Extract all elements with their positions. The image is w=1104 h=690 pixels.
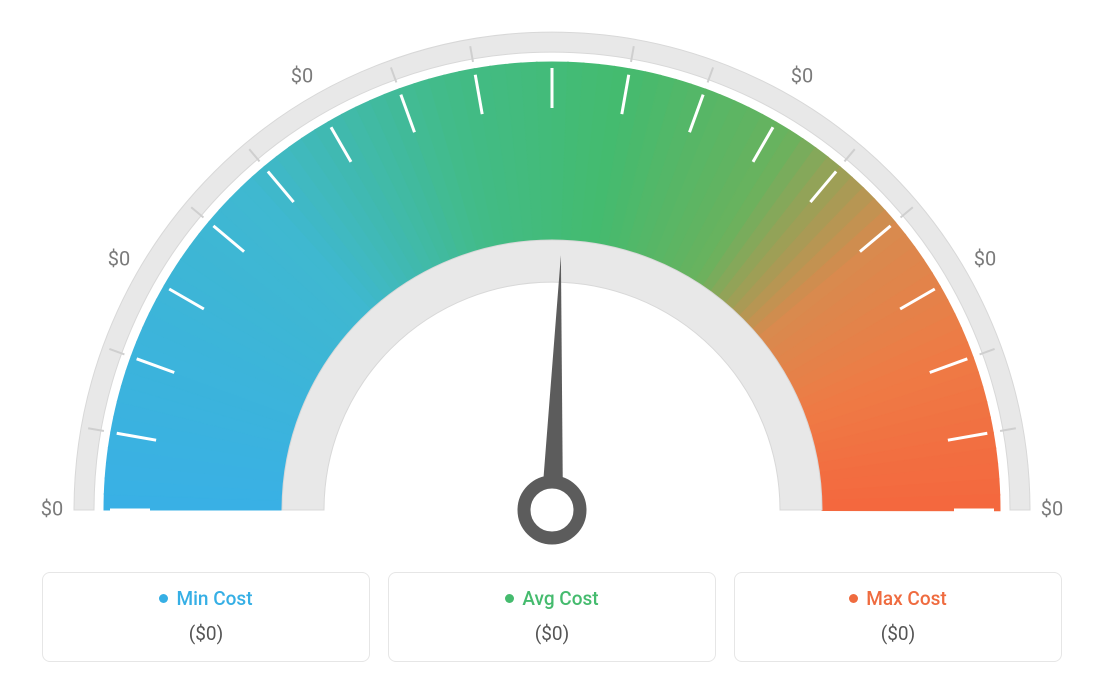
- gauge-needle-hub: [524, 482, 580, 538]
- legend-box-avg: Avg Cost ($0): [388, 572, 716, 662]
- legend-label-min: Min Cost: [176, 587, 252, 610]
- gauge-tick-label: $0: [1041, 496, 1063, 520]
- legend-box-min: Min Cost ($0): [42, 572, 370, 662]
- legend-value-min: ($0): [53, 622, 359, 645]
- gauge-tick-label: $0: [791, 63, 813, 87]
- legend-dot-avg: [505, 594, 514, 603]
- legend-dot-max: [849, 594, 858, 603]
- legend-value-avg: ($0): [399, 622, 705, 645]
- cost-gauge: $0$0$0$0$0$0$0: [20, 20, 1084, 550]
- gauge-needle: [541, 255, 563, 510]
- gauge-tick-label: $0: [41, 496, 63, 520]
- legend-value-max: ($0): [745, 622, 1051, 645]
- legend-dot-min: [159, 594, 168, 603]
- legend-label-max: Max Cost: [866, 587, 946, 610]
- legend-box-max: Max Cost ($0): [734, 572, 1062, 662]
- gauge-tick-label: $0: [974, 246, 996, 270]
- gauge-tick-label: $0: [108, 246, 130, 270]
- legend-row: Min Cost ($0) Avg Cost ($0) Max Cost ($0…: [20, 572, 1084, 662]
- legend-label-avg: Avg Cost: [522, 587, 598, 610]
- gauge-tick-label: $0: [291, 63, 313, 87]
